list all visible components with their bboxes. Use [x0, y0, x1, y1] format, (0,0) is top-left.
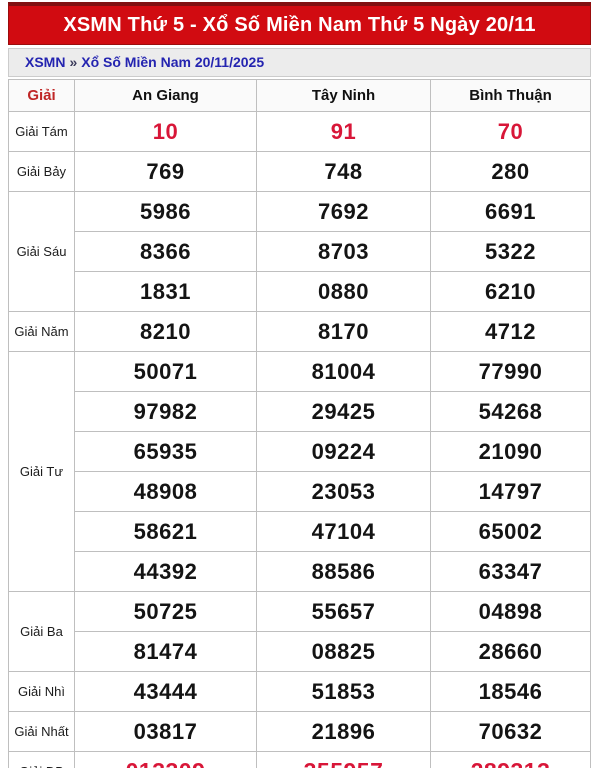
result-cell: 65935 — [74, 431, 257, 472]
result-cell: 5986 — [74, 191, 257, 232]
result-cell: 54268 — [430, 391, 591, 432]
result-cell: 21090 — [430, 431, 591, 472]
result-cell: 10 — [74, 111, 257, 152]
result-cell: 8210 — [74, 311, 257, 352]
prize-label: Giải ĐB — [8, 751, 75, 768]
result-cell: 289313 — [430, 751, 591, 768]
result-cell: 14797 — [430, 471, 591, 512]
result-cell: 97982 — [74, 391, 257, 432]
result-cell: 7692 — [256, 191, 431, 232]
prize-label: Giải Nhất — [8, 711, 75, 752]
result-cell: 81004 — [256, 351, 431, 392]
table-row: Giải Tư 50071 81004 77990 — [8, 351, 591, 592]
result-cell: 8703 — [256, 231, 431, 272]
result-cell: 58621 — [74, 511, 257, 552]
result-cell: 1831 — [74, 271, 257, 312]
prize-label: Giải Tư — [8, 351, 75, 592]
result-cell: 09224 — [256, 431, 431, 472]
table-row: 65935 09224 21090 — [9, 431, 591, 472]
result-cell: 04898 — [430, 591, 591, 632]
result-cell: 18546 — [430, 671, 591, 712]
prize-label: Giải Năm — [8, 311, 75, 352]
prize-label: Giải Ba — [8, 591, 75, 672]
col-header-prize: Giải — [8, 79, 75, 112]
result-cell: 8366 — [74, 231, 257, 272]
table-row: Giải Nhất 03817 21896 70632 — [8, 711, 591, 752]
result-cell: 769 — [74, 151, 257, 192]
breadcrumb-link-xsmn[interactable]: XSMN — [25, 54, 66, 70]
table-row: Giải Ba 50725 55657 04898 — [8, 591, 591, 672]
table-row: 8366 8703 5322 — [9, 231, 591, 272]
result-cell: 0880 — [256, 271, 431, 312]
prize-label: Giải Bảy — [8, 151, 75, 192]
results-table: Giải An Giang Tây Ninh Bình Thuận Giải T… — [8, 79, 591, 768]
result-cell: 65002 — [430, 511, 591, 552]
result-cell: 44392 — [74, 551, 257, 592]
result-cell: 77990 — [430, 351, 591, 392]
breadcrumb-separator: » — [69, 54, 78, 70]
page-title: XSMN Thứ 5 - Xổ Số Miền Nam Thứ 5 Ngày 2… — [8, 2, 591, 45]
result-cell: 21896 — [256, 711, 431, 752]
result-cell: 355957 — [256, 751, 431, 768]
table-row: Giải Sáu 5986 7692 6691 — [8, 191, 591, 312]
table-row: 48908 23053 14797 — [9, 471, 591, 512]
result-cell: 88586 — [256, 551, 431, 592]
col-header-binh-thuan: Bình Thuận — [430, 79, 591, 112]
result-cell: 03817 — [74, 711, 257, 752]
table-header-row: Giải An Giang Tây Ninh Bình Thuận — [8, 79, 591, 112]
result-cell: 5322 — [430, 231, 591, 272]
table-row: Giải ĐB013309355957289313 — [8, 751, 591, 768]
col-header-an-giang: An Giang — [74, 79, 257, 112]
prize-label: Giải Sáu — [8, 191, 75, 312]
result-cell: 55657 — [256, 591, 431, 632]
table-row: Giải Bảy 769 748 280 — [8, 151, 591, 192]
result-cell: 81474 — [74, 631, 257, 672]
page-title-text: XSMN Thứ 5 - Xổ Số Miền Nam Thứ 5 Ngày 2… — [63, 14, 536, 36]
breadcrumb-current[interactable]: Xổ Số Miền Nam 20/11/2025 — [81, 54, 265, 70]
table-row: 97982 29425 54268 — [9, 391, 591, 432]
table-row: Giải Nhì 43444 51853 18546 — [8, 671, 591, 712]
table-row: Giải Tám 10 91 70 — [8, 111, 591, 152]
col-header-tay-ninh: Tây Ninh — [256, 79, 431, 112]
prize-label: Giải Tám — [8, 111, 75, 152]
prize-label: Giải Nhì — [8, 671, 75, 712]
result-cell: 47104 — [256, 511, 431, 552]
result-cell: 8170 — [256, 311, 431, 352]
result-cell: 013309 — [74, 751, 257, 768]
table-row: 58621 47104 65002 — [9, 511, 591, 552]
table-row: 1831 0880 6210 — [9, 271, 591, 312]
breadcrumb: XSMN» Xổ Số Miền Nam 20/11/2025 — [8, 48, 591, 77]
result-cell: 23053 — [256, 471, 431, 512]
table-row: Giải Năm 8210 8170 4712 — [8, 311, 591, 352]
table-row: 81474 08825 28660 — [9, 631, 591, 672]
result-cell: 70632 — [430, 711, 591, 752]
result-cell: 91 — [256, 111, 431, 152]
result-cell: 43444 — [74, 671, 257, 712]
result-cell: 6691 — [430, 191, 591, 232]
result-cell: 29425 — [256, 391, 431, 432]
result-cell: 08825 — [256, 631, 431, 672]
table-row: 44392 88586 63347 — [9, 551, 591, 592]
result-cell: 6210 — [430, 271, 591, 312]
result-cell: 50071 — [74, 351, 257, 392]
result-cell: 51853 — [256, 671, 431, 712]
result-cell: 48908 — [74, 471, 257, 512]
result-cell: 28660 — [430, 631, 591, 672]
result-cell: 70 — [430, 111, 591, 152]
result-cell: 748 — [256, 151, 431, 192]
result-cell: 50725 — [74, 591, 257, 632]
result-cell: 63347 — [430, 551, 591, 592]
result-cell: 280 — [430, 151, 591, 192]
result-cell: 4712 — [430, 311, 591, 352]
